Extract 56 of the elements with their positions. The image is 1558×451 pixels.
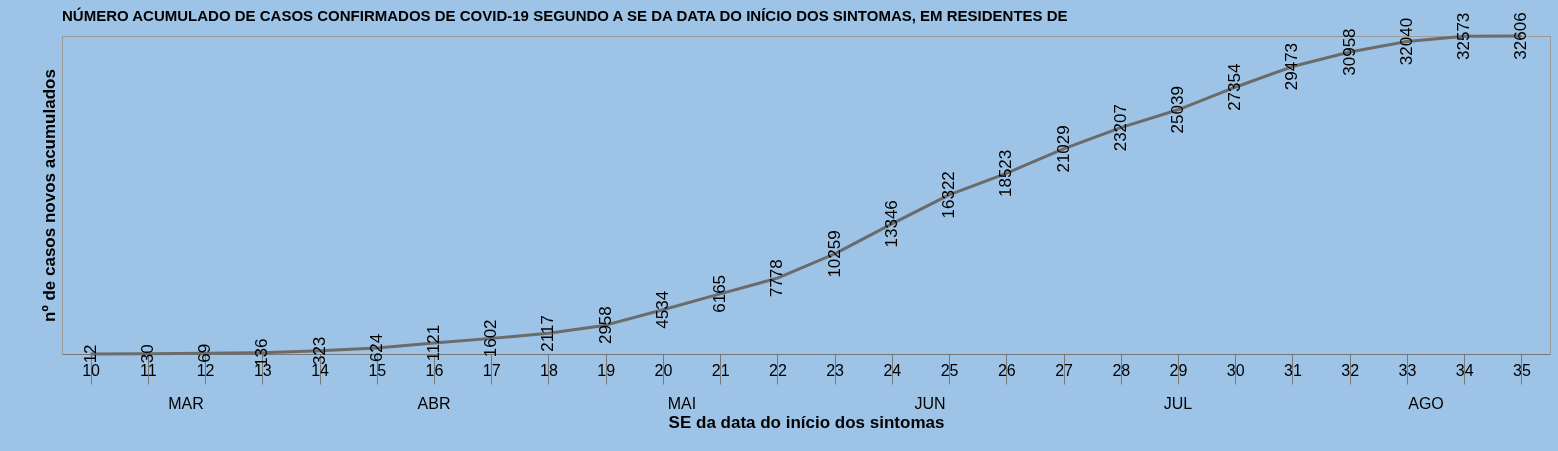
- x-tick-label: 16: [425, 361, 444, 379]
- x-axis-title: SE da data do início dos sintomas: [668, 413, 945, 432]
- data-label: 32573: [1454, 12, 1474, 60]
- data-label: 30: [137, 344, 157, 364]
- x-tick-label: 34: [1455, 361, 1474, 379]
- x-tick-label: 26: [997, 361, 1016, 379]
- x-tick-label: 23: [826, 361, 845, 379]
- x-tick-label: 22: [768, 361, 787, 379]
- data-label: 4534: [652, 290, 672, 329]
- chart-title: NÚMERO ACUMULADO DE CASOS CONFIRMADOS DE COVID-19 SEGUNDO A SE DA DATA DO INÍCIO DOS SINTOMAS, EM RESIDENTES DE: [62, 7, 1068, 24]
- data-label: 13346: [881, 200, 901, 248]
- x-tick-label: 19: [597, 361, 616, 379]
- x-tick-label: 15: [368, 361, 387, 379]
- data-label: 30958: [1339, 28, 1359, 76]
- data-label: 6165: [710, 274, 730, 313]
- text: ABR: [417, 395, 451, 412]
- x-tick-label: 12: [196, 361, 215, 379]
- data-label: 32606: [1511, 12, 1531, 60]
- data-label: 27354: [1225, 63, 1245, 111]
- data-label: 2958: [595, 306, 615, 345]
- data-label: 10259: [824, 230, 844, 278]
- data-label: 1602: [481, 319, 501, 358]
- x-tick-label: 24: [883, 361, 902, 379]
- data-label: 18523: [996, 149, 1016, 197]
- data-label: 624: [366, 333, 386, 363]
- text: MAI: [667, 395, 697, 412]
- data-label: 29473: [1282, 42, 1302, 91]
- x-tick-label: 25: [940, 361, 959, 379]
- data-label: 21029: [1053, 125, 1073, 173]
- x-tick-label: 30: [1226, 361, 1245, 379]
- data-label: 12: [80, 344, 100, 364]
- x-tick-label: 35: [1512, 361, 1531, 379]
- x-tick-label: 21: [711, 361, 730, 379]
- data-label: 2117: [538, 315, 558, 352]
- data-label: 23207: [1110, 104, 1130, 152]
- data-label: 25039: [1168, 86, 1187, 134]
- x-tick-label: 18: [540, 361, 558, 379]
- text: AGO: [1408, 395, 1444, 412]
- data-label: 69: [195, 343, 215, 363]
- y-axis-title: nº de casos novos acumulados: [39, 69, 59, 322]
- x-tick-label: 28: [1112, 361, 1131, 379]
- x-tick-label: 33: [1398, 361, 1417, 379]
- x-tick-label: 27: [1055, 361, 1074, 379]
- data-label: 1121: [424, 324, 443, 362]
- data-label: 7778: [767, 259, 787, 298]
- x-tick-label: 17: [482, 361, 501, 379]
- x-tick-label: 10: [82, 361, 101, 379]
- x-tick-label: 20: [654, 361, 673, 379]
- x-tick-label: 29: [1169, 361, 1188, 379]
- data-label: 32040: [1396, 17, 1416, 66]
- text: MAR: [168, 395, 204, 412]
- x-tick-label: 32: [1341, 361, 1360, 379]
- text: JUL: [1163, 395, 1193, 412]
- data-label: 16322: [939, 171, 959, 219]
- x-tick-label: 31: [1284, 361, 1302, 379]
- text: JUN: [914, 395, 946, 412]
